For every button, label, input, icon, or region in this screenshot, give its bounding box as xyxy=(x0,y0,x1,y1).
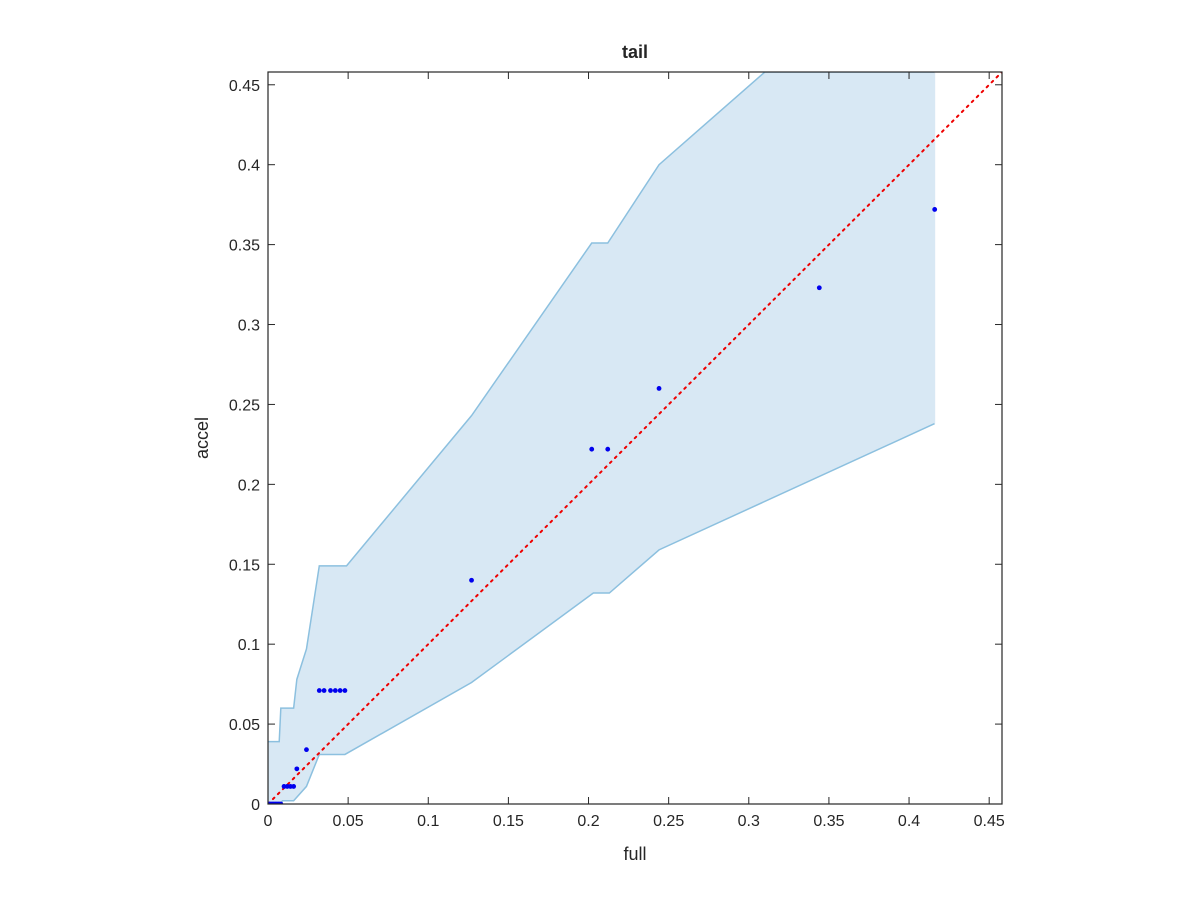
x-tick-label: 0.3 xyxy=(738,813,760,830)
data-point xyxy=(304,747,309,753)
y-tick-label: 0.2 xyxy=(238,477,260,494)
y-tick-label: 0.45 xyxy=(229,78,260,95)
y-tick-label: 0.1 xyxy=(238,637,260,654)
data-point xyxy=(816,285,822,291)
chart-title: tail xyxy=(622,42,648,62)
band-lower-edge xyxy=(268,422,936,804)
reference-line-identity xyxy=(268,72,1002,804)
data-point xyxy=(291,784,297,789)
data-point xyxy=(316,688,322,693)
data-point xyxy=(321,688,327,693)
data-point xyxy=(342,688,348,693)
x-tick-label: 0.4 xyxy=(898,813,920,830)
y-tick-label: 0.05 xyxy=(229,717,260,734)
x-tick-label: 0.1 xyxy=(417,813,439,830)
x-axis-label: full xyxy=(623,844,646,864)
tick-layer: 0 0.05 0.1 0.15 0.2 0.25 0.3 0.35 0.4 0.45 0 0.05 0.… xyxy=(229,72,1005,830)
x-tick-label: 0.25 xyxy=(653,813,684,830)
data-point xyxy=(605,446,611,452)
y-tick-label: 0.25 xyxy=(229,397,260,414)
confidence-band-fill xyxy=(268,72,935,804)
y-tick-label: 0.15 xyxy=(229,557,260,574)
x-tick-label: 0.2 xyxy=(577,813,599,830)
data-point xyxy=(656,386,662,391)
data-point xyxy=(589,446,595,452)
y-axis-label: accel xyxy=(192,417,212,459)
band-upper-edge xyxy=(268,72,935,743)
y-tick-label: 0.4 xyxy=(238,158,260,175)
y-tick-label: 0 xyxy=(251,797,260,814)
x-tick-label: 0.15 xyxy=(493,813,524,830)
y-tick-label: 0.35 xyxy=(229,238,260,255)
x-tick-label: 0.05 xyxy=(333,813,364,830)
data-point xyxy=(469,577,474,583)
data-point xyxy=(337,688,343,693)
x-tick-label: 0.35 xyxy=(813,813,844,830)
data-point xyxy=(294,766,300,772)
data-point xyxy=(328,688,333,693)
data-point xyxy=(332,688,338,693)
x-tick-label: 0 xyxy=(264,813,273,830)
plot-layer xyxy=(268,72,1002,804)
y-tick-label: 0.3 xyxy=(238,318,260,335)
x-tick-label: 0.45 xyxy=(974,813,1005,830)
axes-box xyxy=(267,71,1003,805)
data-point xyxy=(932,207,938,212)
